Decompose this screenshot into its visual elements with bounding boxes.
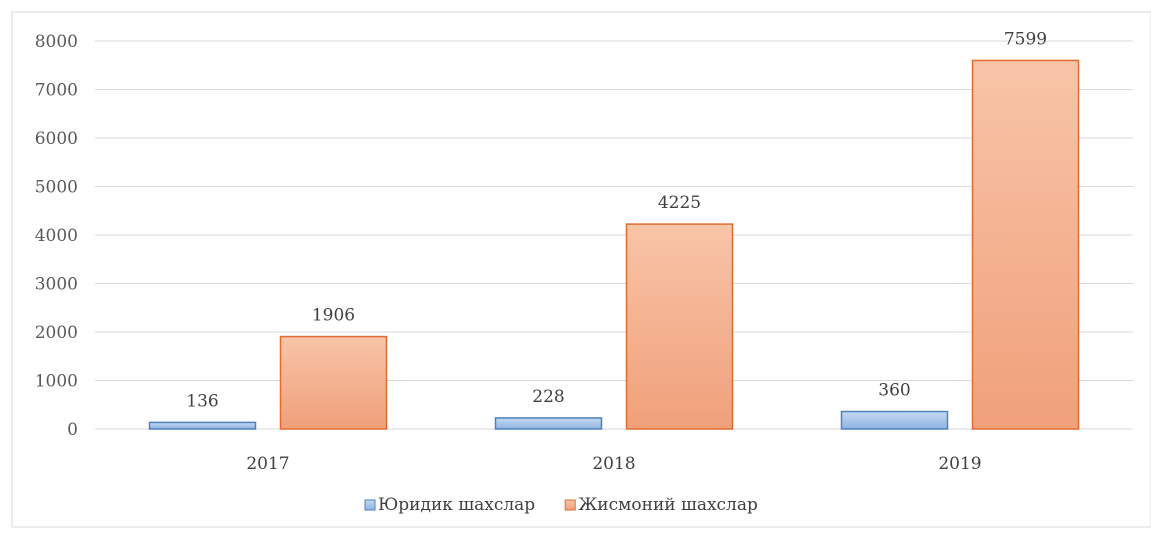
y-tick-label: 2000 [35, 323, 78, 343]
data-label: 360 [878, 381, 910, 401]
y-tick-label: 1000 [35, 372, 78, 392]
grid-layer [95, 40, 1133, 430]
y-tick-label: 8000 [35, 32, 78, 52]
bar-2018-series-1 [494, 417, 603, 430]
data-labels-layer: 136 1906 228 4225 360 7599 [186, 29, 1047, 411]
legend: Юридик шахслар Жисмоний шахслар [364, 495, 758, 515]
data-label: 136 [186, 391, 218, 411]
y-tick-label: 5000 [35, 178, 78, 198]
bar-2019-series-2 [971, 59, 1080, 430]
legend-label: Жисмоний шахслар [578, 495, 758, 515]
y-tick-label: 7000 [35, 81, 78, 101]
bar-2019-series-1 [840, 410, 949, 430]
y-axis: 0 1000 2000 3000 4000 5000 6000 7000 8000 [35, 32, 78, 440]
chart-frame [11, 11, 1151, 528]
bars-layer [148, 59, 1080, 430]
legend-item-series-2: Жисмоний шахслар [564, 495, 758, 515]
legend-label: Юридик шахслар [378, 495, 535, 515]
data-label: 1906 [312, 306, 355, 326]
y-tick-label: 4000 [35, 226, 78, 246]
x-tick-label: 2017 [246, 454, 289, 474]
legend-swatch [364, 499, 376, 511]
x-axis: 2017 2018 2019 [246, 454, 981, 474]
legend-swatch [564, 499, 576, 511]
x-tick-label: 2018 [592, 454, 635, 474]
legend-item-series-1: Юридик шахслар [364, 495, 535, 515]
data-label: 7599 [1004, 29, 1047, 49]
y-tick-label: 0 [67, 420, 78, 440]
y-tick-label: 6000 [35, 129, 78, 149]
x-tick-label: 2019 [938, 454, 981, 474]
bar-2017-series-1 [148, 421, 257, 430]
data-label: 228 [532, 387, 564, 407]
bar-2017-series-2 [279, 335, 388, 430]
data-label: 4225 [658, 193, 701, 213]
y-tick-label: 3000 [35, 275, 78, 295]
bar-2018-series-2 [625, 223, 734, 430]
